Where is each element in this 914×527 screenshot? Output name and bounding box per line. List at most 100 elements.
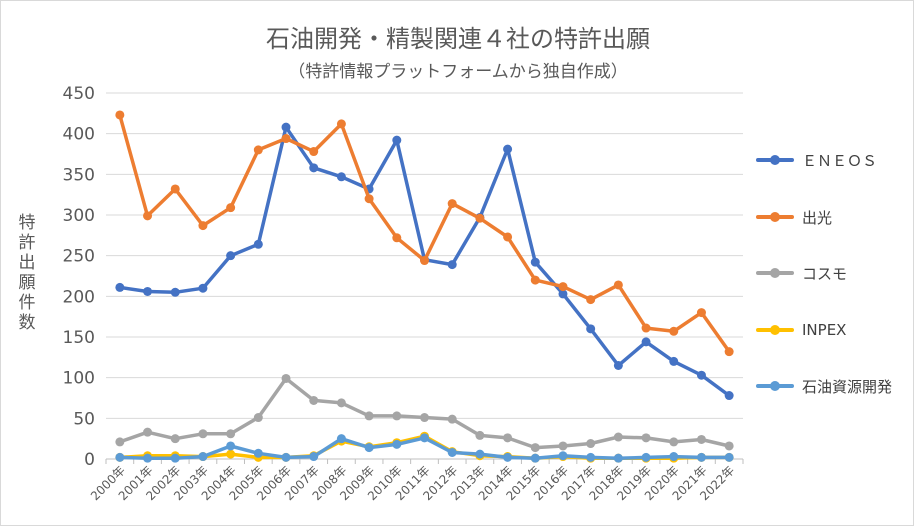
legend-marker [770, 325, 780, 335]
data-point-4 [198, 452, 208, 462]
data-point-0 [115, 282, 125, 292]
legend-marker [770, 268, 780, 278]
y-tick-label: 450 [63, 84, 95, 104]
data-point-2 [336, 398, 346, 408]
data-point-4 [253, 448, 263, 458]
legend-label: 出光 [802, 208, 833, 227]
data-point-1 [613, 280, 623, 290]
data-point-4 [309, 452, 319, 462]
legend-item: 出光 [756, 207, 832, 227]
legend-item: INPEX [756, 320, 846, 340]
data-point-0 [336, 172, 346, 182]
data-point-2 [392, 411, 402, 421]
data-point-2 [724, 441, 734, 451]
y-tick-label: 50 [73, 409, 95, 429]
legend-label: INPEX [802, 321, 847, 339]
data-point-0 [724, 391, 734, 401]
data-point-0 [309, 163, 319, 173]
data-point-1 [364, 194, 374, 204]
data-point-2 [309, 395, 319, 405]
data-point-4 [336, 434, 346, 444]
data-point-2 [586, 439, 596, 449]
data-point-0 [143, 286, 153, 296]
y-tick-label: 350 [63, 165, 95, 185]
data-point-0 [558, 289, 568, 299]
data-point-4 [503, 452, 513, 462]
chart-title: 石油開発・精製関連４社の特許出願 [266, 25, 650, 53]
data-point-2 [503, 433, 513, 443]
data-point-0 [503, 144, 513, 154]
y-tick-label: 300 [63, 206, 95, 226]
legend-item: コスモ [756, 263, 847, 283]
data-point-1 [669, 326, 679, 336]
legend-swatch [756, 155, 794, 165]
data-point-4 [669, 452, 679, 462]
data-point-2 [253, 413, 263, 423]
data-point-0 [613, 360, 623, 370]
data-point-2 [696, 434, 706, 444]
data-point-3 [226, 449, 236, 459]
legend-label: コスモ [802, 264, 848, 283]
legend-swatch [756, 325, 794, 335]
legend-swatch [756, 212, 794, 222]
data-point-4 [170, 453, 180, 463]
data-point-1 [392, 233, 402, 243]
legend-label: 石油資源開発 [802, 377, 893, 396]
data-point-0 [696, 370, 706, 380]
data-point-1 [336, 119, 346, 129]
data-point-0 [586, 324, 596, 334]
data-point-2 [281, 373, 291, 383]
legend-item: 石油資源開発 [756, 376, 892, 396]
data-point-4 [530, 453, 540, 463]
data-point-2 [447, 414, 457, 424]
data-point-1 [475, 213, 485, 223]
data-point-1 [281, 134, 291, 144]
legend-swatch [756, 381, 794, 391]
data-point-4 [724, 452, 734, 462]
legend-item: ＥＮＥＯＳ [756, 150, 877, 170]
data-point-1 [586, 295, 596, 305]
data-point-2 [475, 430, 485, 440]
data-point-1 [253, 145, 263, 155]
series-line-1 [118, 113, 731, 354]
data-point-0 [530, 257, 540, 267]
data-point-2 [364, 411, 374, 421]
data-point-2 [669, 437, 679, 447]
data-point-2 [613, 432, 623, 442]
data-point-2 [420, 413, 429, 423]
data-point-0 [669, 356, 679, 366]
data-point-1 [447, 199, 457, 209]
data-point-2 [530, 443, 540, 453]
data-point-2 [641, 433, 651, 443]
legend-marker [770, 381, 780, 391]
data-point-0 [226, 251, 236, 261]
data-point-0 [281, 122, 291, 132]
data-point-1 [530, 275, 540, 285]
legend-label: ＥＮＥＯＳ [802, 151, 878, 170]
data-point-4 [420, 433, 429, 443]
data-point-1 [558, 282, 568, 292]
data-point-1 [198, 221, 208, 231]
y-tick-label: 150 [63, 328, 95, 348]
data-point-2 [143, 427, 153, 437]
data-point-1 [724, 347, 734, 357]
data-point-4 [447, 447, 457, 457]
legend-swatch [756, 268, 794, 278]
data-point-1 [115, 110, 125, 120]
y-tick-label: 200 [63, 287, 95, 307]
data-point-1 [226, 203, 236, 213]
data-point-1 [420, 256, 429, 266]
data-point-4 [613, 453, 623, 463]
data-point-1 [170, 184, 180, 194]
data-point-4 [392, 439, 402, 449]
data-point-4 [364, 443, 374, 453]
data-point-2 [170, 434, 180, 444]
data-point-1 [696, 308, 706, 318]
data-point-0 [198, 283, 208, 293]
y-tick-label: 0 [84, 450, 95, 470]
data-point-1 [309, 147, 319, 157]
data-point-4 [281, 452, 291, 462]
y-tick-label: 100 [63, 369, 95, 389]
